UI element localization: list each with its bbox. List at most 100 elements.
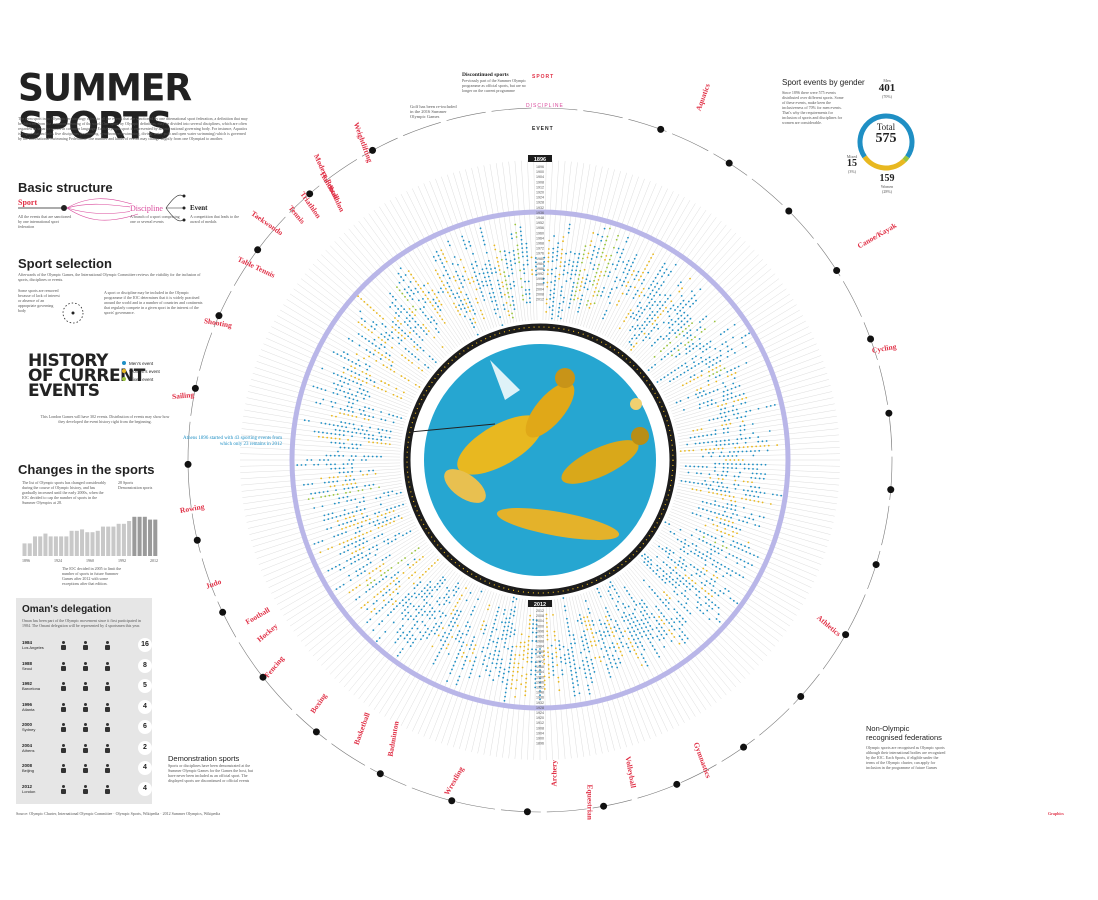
event-dot: [558, 302, 561, 305]
event-dot: [603, 274, 606, 277]
event-dot: [368, 365, 371, 368]
event-dot: [674, 309, 676, 311]
event-dot: [634, 328, 637, 330]
event-dot: [633, 630, 636, 633]
event-dot: [375, 640, 378, 643]
event-dot: [342, 467, 345, 470]
event-dot: [398, 532, 400, 535]
event-dot: [334, 401, 337, 404]
event-ray: [661, 309, 800, 391]
event-ray: [271, 522, 415, 594]
event-dot: [469, 244, 472, 247]
event-dot: [366, 303, 369, 306]
event-dot: [727, 350, 730, 353]
event-dot: [509, 260, 512, 262]
event-dot: [332, 480, 335, 483]
event-ray: [673, 367, 826, 417]
sport-pictogram-icon: [215, 312, 223, 320]
event-dot: [531, 639, 534, 642]
event-dot: [496, 308, 499, 310]
changes-bar: [69, 530, 74, 556]
event-dot: [548, 676, 551, 679]
sport-pictogram-icon: [306, 190, 314, 198]
event-dot: [708, 618, 711, 620]
event-dot: [527, 280, 530, 283]
event-dot: [437, 305, 439, 308]
event-dot: [400, 375, 403, 377]
event-dot: [552, 305, 554, 307]
event-dot: [603, 655, 605, 658]
source-note: Source: Olympic Charter, International O…: [16, 811, 221, 816]
mixed-value: 15: [847, 158, 857, 169]
event-dot: [525, 246, 528, 249]
event-dot: [664, 301, 667, 303]
year-tick-label: 1900: [536, 737, 544, 741]
event-dot: [342, 442, 345, 445]
event-dot: [656, 310, 659, 313]
event-dot: [520, 633, 523, 636]
event-dot: [326, 432, 328, 435]
event-dot: [546, 634, 549, 637]
event-dot: [758, 486, 761, 489]
event-dot: [700, 428, 703, 431]
event-dot: [756, 556, 759, 558]
event-dot: [543, 658, 546, 661]
event-dot: [622, 635, 624, 638]
event-dot: [604, 243, 606, 246]
event-dot: [480, 590, 483, 593]
event-dot: [552, 300, 555, 303]
event-dot: [653, 616, 656, 619]
event-dot: [523, 268, 525, 270]
event-dot: [469, 672, 472, 675]
event-dot: [633, 649, 636, 651]
event-dot: [355, 486, 358, 488]
event-ray: [241, 474, 401, 492]
event-dot: [392, 393, 395, 396]
event-dot: [478, 272, 481, 275]
event-ray: [325, 557, 441, 671]
event-ray: [527, 160, 535, 321]
event-dot: [628, 269, 631, 272]
event-dot: [404, 356, 407, 359]
sport-label-archery: Archery: [549, 759, 559, 787]
event-dot: [662, 601, 665, 604]
event-dot: [493, 654, 496, 656]
event-dot: [387, 494, 390, 497]
event-dot: [695, 572, 698, 575]
event-dot: [642, 614, 645, 617]
event-dot: [603, 227, 606, 230]
event-dot: [651, 317, 654, 320]
event-dot: [350, 375, 353, 377]
event-dot: [665, 306, 667, 309]
oman-total-badge: 2: [138, 740, 152, 755]
event-dot: [362, 516, 365, 519]
event-dot: [574, 642, 576, 645]
event-dot: [373, 328, 376, 330]
event-dot: [625, 293, 628, 296]
event-dot: [385, 591, 388, 594]
event-dot: [509, 662, 511, 665]
event-dot: [510, 650, 513, 652]
year-tick-label: 2012: [536, 609, 544, 613]
event-dot: [702, 402, 705, 404]
event-ray: [343, 565, 449, 688]
year-tick-label: 1908: [536, 180, 544, 184]
event-dot: [683, 550, 686, 553]
event-dot: [394, 538, 397, 541]
event-dot: [554, 275, 557, 278]
sport-pictogram-icon: [867, 335, 875, 343]
event-dot: [752, 463, 754, 466]
event-dot: [608, 634, 611, 637]
event-dot: [572, 686, 575, 689]
event-dot: [448, 589, 450, 592]
event-ray: [629, 228, 732, 353]
event-rays: [240, 160, 840, 760]
year-tick-label: 1992: [536, 635, 544, 639]
event-dot: [717, 405, 719, 408]
event-dot: [396, 577, 398, 580]
event-dot: [606, 654, 609, 656]
sport-pictogram-icon: [797, 692, 805, 700]
event-dot: [474, 656, 477, 659]
event-dot: [659, 598, 662, 601]
event-dot: [379, 590, 382, 593]
